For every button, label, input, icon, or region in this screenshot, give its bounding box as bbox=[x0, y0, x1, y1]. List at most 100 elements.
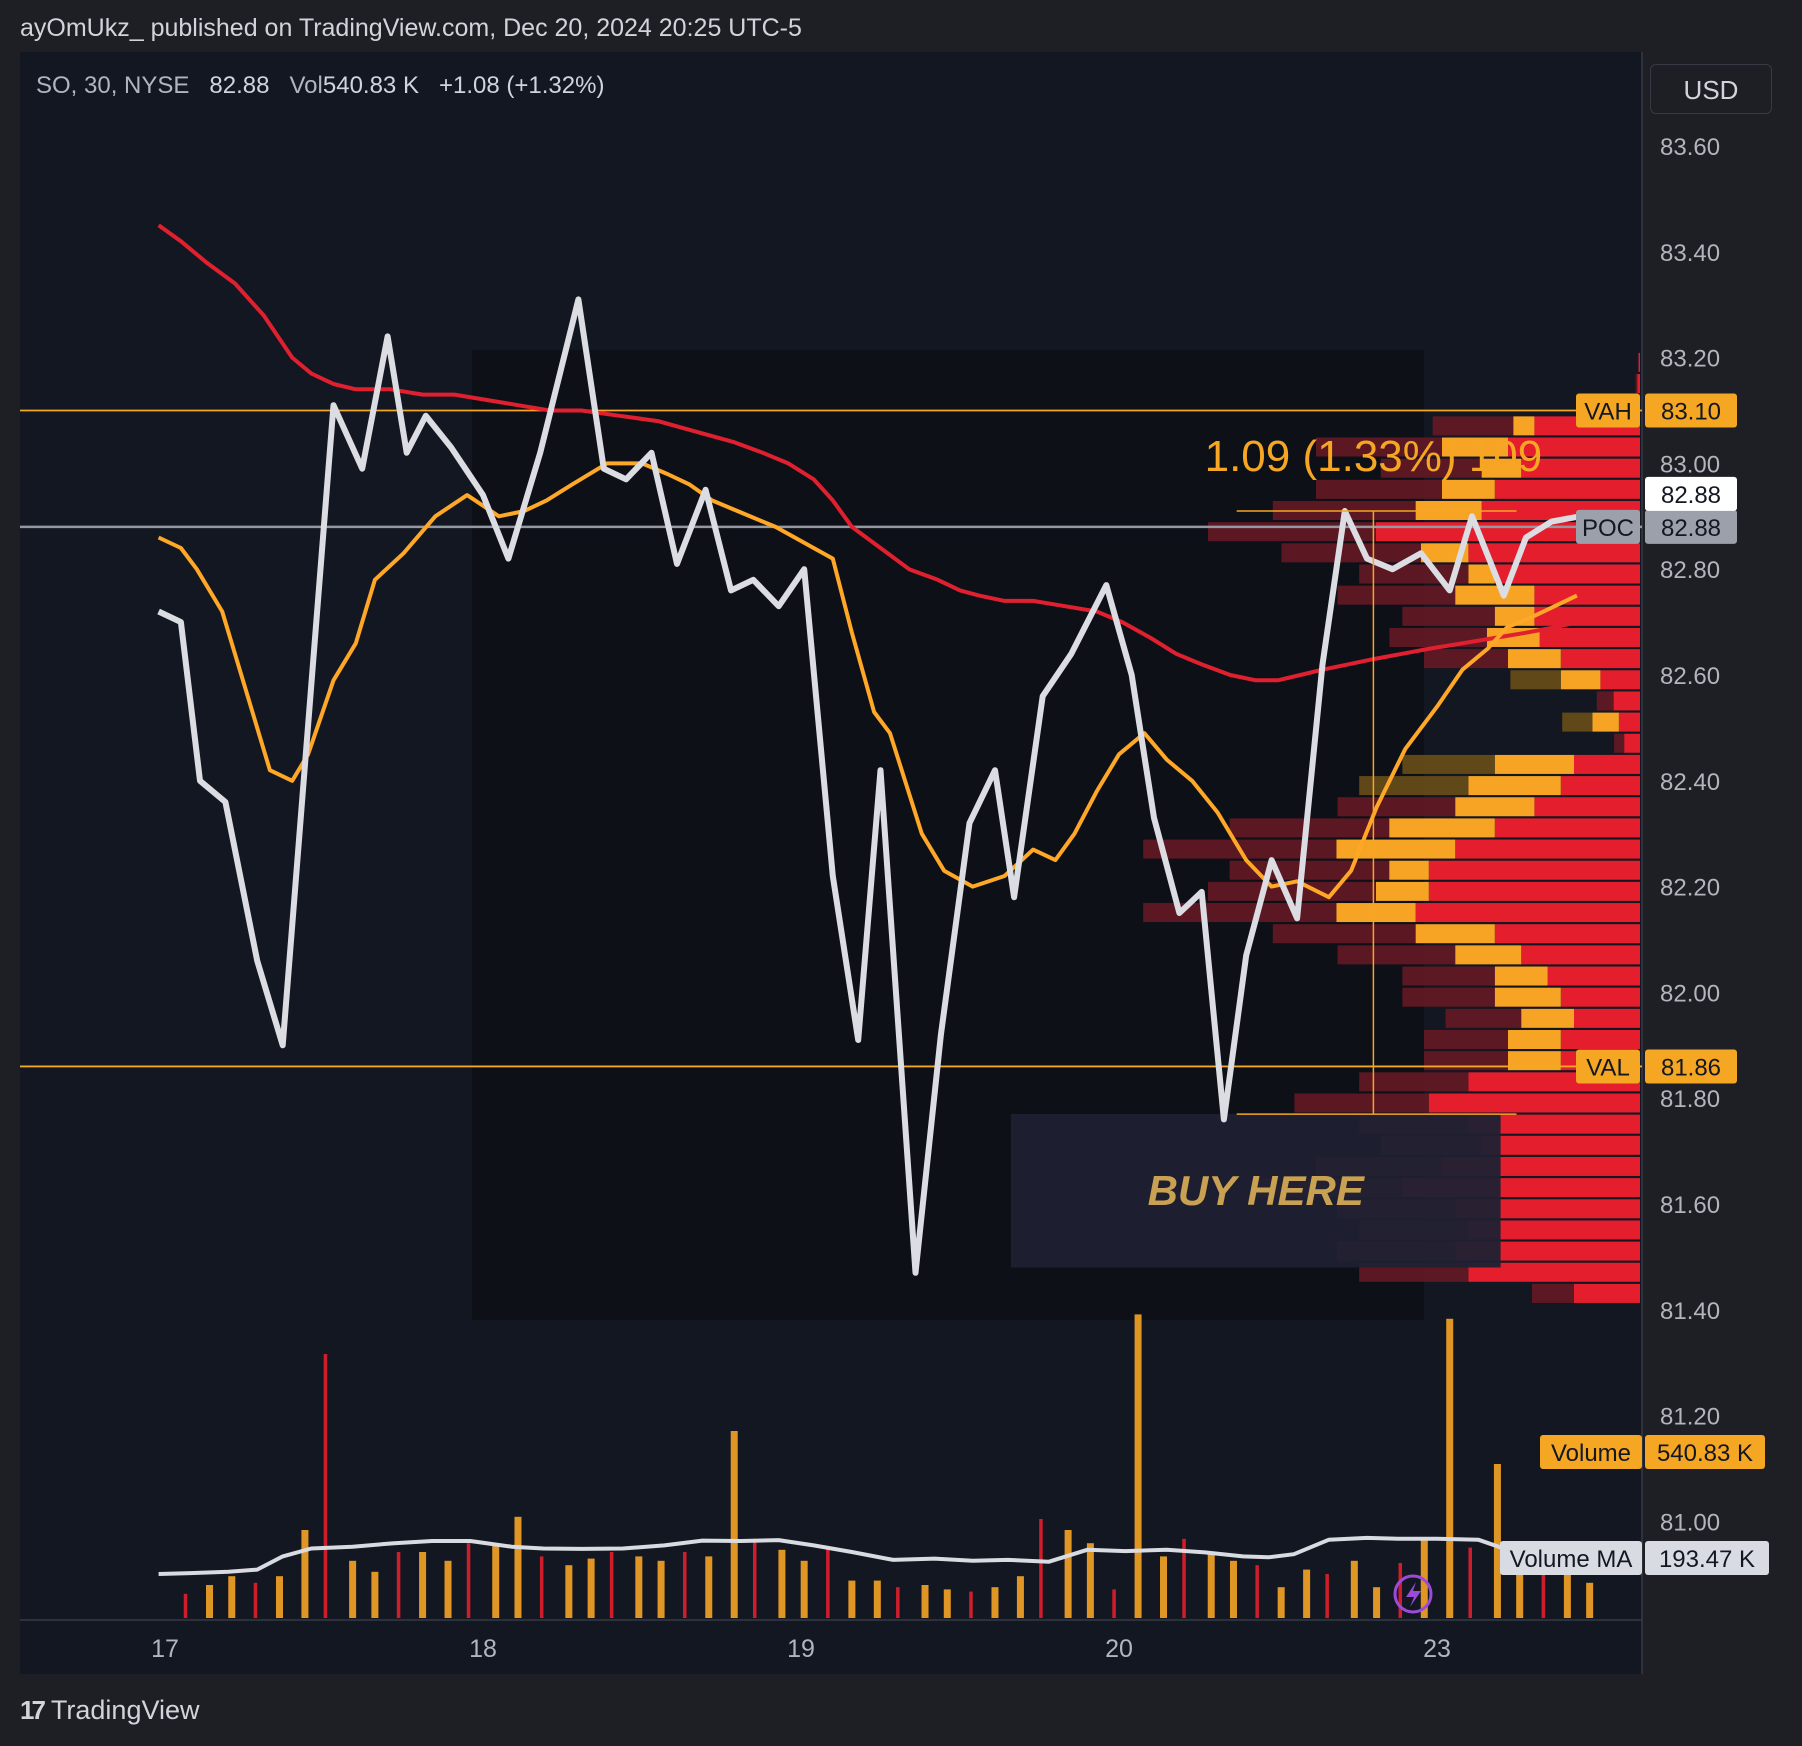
ema-fast-line[interactable] bbox=[157, 461, 1578, 900]
buy-zone-box[interactable] bbox=[1010, 1114, 1501, 1268]
volume-ma-tag-value[interactable]: 193.47 K bbox=[1659, 1546, 1755, 1573]
volume-bar bbox=[1112, 1589, 1116, 1618]
volume-bar bbox=[275, 1576, 283, 1618]
volume-bar bbox=[1446, 1318, 1454, 1618]
vp-row-down bbox=[1481, 1135, 1640, 1155]
level-value-vah[interactable]: 83.10 bbox=[1661, 399, 1721, 426]
vp-row-dim bbox=[1316, 479, 1442, 499]
vp-row-dim bbox=[1635, 374, 1638, 394]
volume-tag-value[interactable]: 540.83 K bbox=[1657, 1440, 1753, 1467]
volume-bar bbox=[752, 1538, 757, 1618]
time-axis-layer: 17 18 19 20 23 bbox=[151, 1574, 1451, 1663]
volume-bar bbox=[1586, 1582, 1594, 1618]
vp-row-down bbox=[1637, 374, 1640, 394]
volume-ma-line[interactable] bbox=[158, 1535, 1578, 1576]
volume-bar bbox=[1516, 1569, 1524, 1618]
ema-slow-line[interactable] bbox=[157, 223, 1578, 683]
volume-bar bbox=[253, 1582, 258, 1618]
vp-row-up bbox=[1415, 924, 1495, 944]
last-price-tag[interactable]: 82.88 bbox=[1661, 482, 1721, 509]
volume-ma-tag-label[interactable]: Volume MA bbox=[1510, 1546, 1633, 1573]
vp-row-up bbox=[1468, 564, 1495, 584]
level-name-val[interactable]: VAL bbox=[1586, 1054, 1630, 1081]
volume-bar bbox=[730, 1431, 738, 1618]
tradingview-logo[interactable]: 17 TradingView bbox=[20, 1695, 200, 1726]
volume-bar bbox=[323, 1354, 328, 1618]
volume-bar bbox=[1134, 1314, 1142, 1618]
vp-row-down bbox=[1494, 479, 1640, 499]
volume-bar bbox=[1039, 1519, 1043, 1618]
vp-row-dim bbox=[1424, 649, 1508, 669]
vp-row-up bbox=[1455, 585, 1535, 605]
level-value-poc[interactable]: 82.88 bbox=[1661, 515, 1721, 542]
volume-bar bbox=[492, 1543, 500, 1618]
vp-row-down bbox=[1574, 1008, 1640, 1028]
time-tick-label: 23 bbox=[1423, 1635, 1451, 1663]
level-value-val[interactable]: 81.86 bbox=[1661, 1054, 1721, 1081]
time-tick-label: 17 bbox=[151, 1635, 179, 1663]
vp-row-up bbox=[1521, 1008, 1574, 1028]
volume-bar bbox=[514, 1516, 522, 1618]
volume-bar bbox=[943, 1589, 951, 1618]
vp-row-up bbox=[1592, 712, 1619, 732]
vp-row-dim bbox=[1445, 1008, 1522, 1028]
vp-row-dim bbox=[1510, 670, 1561, 690]
vp-row-dim bbox=[1316, 437, 1442, 457]
vp-row-dim bbox=[1359, 1262, 1469, 1282]
vp-row-up bbox=[1455, 797, 1535, 817]
vp-row-down bbox=[1539, 627, 1640, 647]
vp-row-dim bbox=[1337, 797, 1456, 817]
level-name-poc[interactable]: POC bbox=[1582, 515, 1634, 542]
volume-bar bbox=[1398, 1563, 1403, 1618]
volume-tag-label-bg bbox=[1540, 1435, 1642, 1469]
volume-tag-label[interactable]: Volume bbox=[1551, 1440, 1631, 1467]
volume-bar bbox=[705, 1556, 713, 1618]
vp-row-up bbox=[1560, 670, 1601, 690]
price-tick-label: 82.40 bbox=[1660, 769, 1720, 796]
vp-row-dim bbox=[1402, 987, 1495, 1007]
volume-bar bbox=[921, 1585, 929, 1618]
price-tick-label: 81.20 bbox=[1660, 1404, 1720, 1431]
vp-row-down bbox=[1468, 1262, 1640, 1282]
vp-row-dim bbox=[1229, 818, 1390, 838]
volume-label: Vol bbox=[289, 72, 323, 99]
volume-bar bbox=[301, 1530, 309, 1618]
lightning-icon[interactable] bbox=[1393, 1574, 1433, 1614]
publisher-line: ayOmUkz_ published on TradingView.com, D… bbox=[20, 14, 802, 42]
level-name-vah[interactable]: VAH bbox=[1584, 399, 1632, 426]
volume-bar bbox=[587, 1558, 595, 1618]
volume-bar bbox=[1255, 1565, 1259, 1618]
volume-ma-tag-value-bg bbox=[1645, 1541, 1769, 1575]
vp-row-down bbox=[1494, 818, 1640, 838]
vp-row-up bbox=[1508, 1030, 1561, 1050]
currency-button[interactable]: USD bbox=[1650, 64, 1772, 114]
volume-bar bbox=[1182, 1538, 1186, 1618]
vp-row-up bbox=[1389, 818, 1495, 838]
vp-row-up bbox=[1336, 839, 1456, 859]
vp-row-down bbox=[1508, 437, 1640, 457]
time-tick-label: 19 bbox=[787, 1635, 815, 1663]
last-price: 82.88 bbox=[209, 72, 270, 99]
vp-row-up bbox=[1508, 649, 1561, 669]
brand-name: TradingView bbox=[50, 1695, 200, 1725]
volume-bar bbox=[1064, 1530, 1072, 1618]
vp-row-down bbox=[1494, 564, 1640, 584]
vp-row-dim bbox=[1424, 1051, 1508, 1071]
time-tick-label: 18 bbox=[469, 1635, 497, 1663]
price-tick-label: 83.20 bbox=[1660, 346, 1720, 373]
volume-bar bbox=[565, 1565, 573, 1618]
measure-label[interactable]: 1.09 (1.33%) 109 bbox=[1205, 432, 1543, 481]
vp-row-up bbox=[1468, 776, 1561, 796]
symbol-name[interactable]: SO, 30, NYSE bbox=[36, 72, 190, 99]
vp-row-up bbox=[1389, 860, 1429, 880]
volume-ma-tag-label-bg bbox=[1500, 1541, 1642, 1575]
vp-row-down bbox=[1455, 1199, 1640, 1219]
lightning-icon-bolt bbox=[1406, 1582, 1421, 1607]
vp-row-dim bbox=[1432, 416, 1514, 436]
vp-row-up bbox=[1494, 987, 1561, 1007]
vp-row-down bbox=[1600, 670, 1640, 690]
vp-row-down bbox=[1468, 543, 1640, 563]
price-tick-label: 83.40 bbox=[1660, 240, 1720, 267]
buy-here-label[interactable]: BUY HERE bbox=[1148, 1167, 1366, 1214]
